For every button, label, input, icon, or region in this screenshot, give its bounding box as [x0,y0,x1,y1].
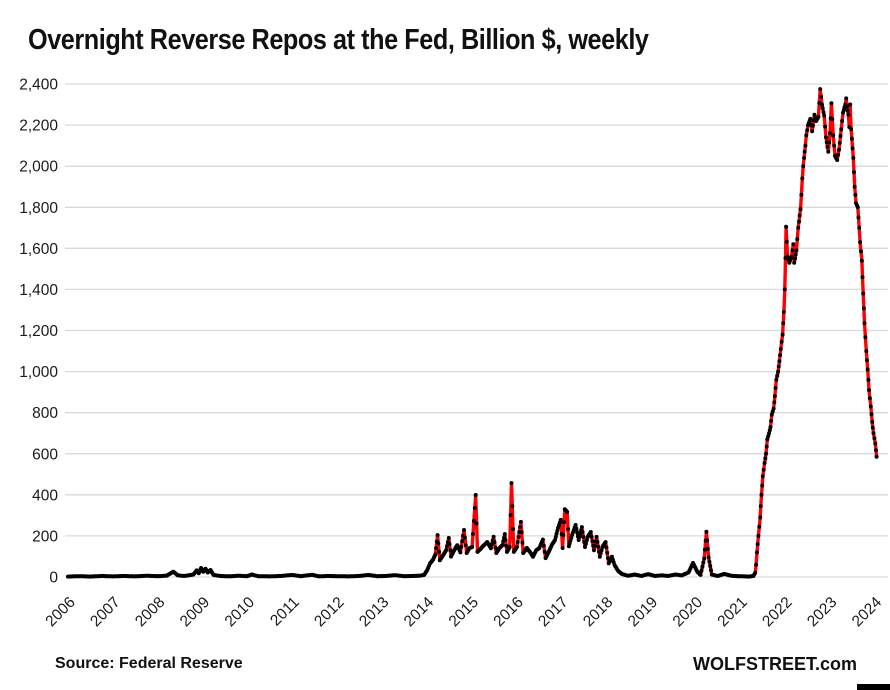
x-tick-label: 2017 [535,594,571,630]
x-tick-label: 2008 [132,594,168,630]
corner-bar [857,684,890,690]
x-tick-label: 2009 [177,594,213,630]
x-tick-label: 2024 [849,594,886,631]
y-tick-label: 0 [49,570,58,587]
y-tick-label: 400 [32,487,58,504]
x-tick-label: 2011 [267,594,303,630]
x-tick-label: 2007 [87,594,123,630]
x-tick-label: 2023 [804,594,840,630]
source-note: Source: Federal Reserve [55,655,243,672]
x-tick-label: 2022 [759,594,795,630]
y-tick-label: 1,000 [19,364,58,381]
y-tick-label: 1,200 [19,323,58,340]
x-tick-label: 2015 [446,594,482,630]
chart-title: Overnight Reverse Repos at the Fed, Bill… [28,24,649,56]
y-tick-label: 2,400 [19,77,58,94]
y-tick-label: 1,400 [19,282,58,299]
series-markers [66,87,879,579]
x-tick-label: 2016 [490,594,526,630]
x-tick-label: 2013 [356,594,392,630]
y-tick-label: 1,800 [19,200,58,217]
y-tick-label: 2,200 [19,118,58,135]
x-axis-labels: 2006 2007 2008 2009 2010 2011 2012 2013 2014 2015… [42,594,885,631]
y-tick-label: 200 [32,528,58,545]
x-tick-label: 2006 [42,594,78,630]
x-tick-label: 2014 [401,594,438,631]
y-axis-labels: 0 200 400 600 800 1,000 1,200 1,400 1,600 1,800 2,… [19,77,58,587]
brand-watermark: WOLFSTREET.com [692,654,857,674]
series-line [66,87,879,579]
y-tick-label: 1,600 [19,241,58,258]
y-tick-label: 800 [32,405,58,422]
y-tick-label: 2,000 [19,159,58,176]
x-tick-label: 2012 [311,594,347,630]
x-tick-label: 2019 [625,594,661,630]
x-tick-label: 2018 [580,594,616,630]
x-tick-label: 2020 [670,594,707,631]
y-tick-label: 600 [32,446,58,463]
x-tick-label: 2010 [222,594,259,631]
x-tick-label: 2021 [714,594,750,630]
